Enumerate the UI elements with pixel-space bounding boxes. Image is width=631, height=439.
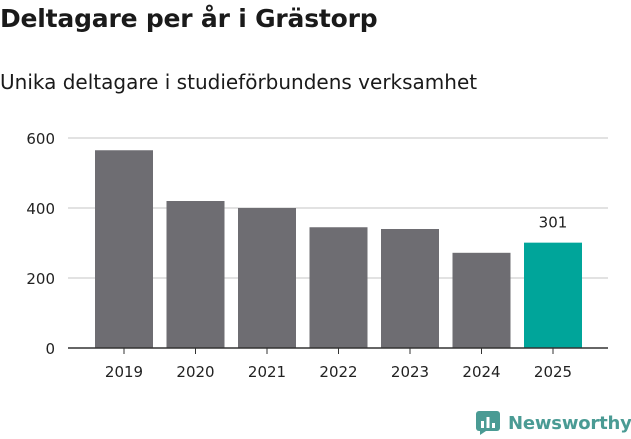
bar-2021	[238, 208, 296, 348]
x-tick-label: 2023	[391, 363, 429, 381]
chart-subtitle: Unika deltagare i studieförbundens verks…	[0, 70, 478, 94]
x-tick-label: 2025	[534, 363, 572, 381]
brand-name: Newsworthy	[508, 412, 631, 434]
y-tick-label: 400	[26, 200, 55, 218]
y-tick-label: 0	[45, 340, 55, 358]
bar-2025	[524, 242, 582, 348]
newsworthy-brand: Newsworthy	[476, 408, 631, 438]
x-axis-ticks: 2019 2020 2021 2022 2023 2024 2025	[105, 363, 572, 381]
bar-2019	[95, 150, 153, 348]
bars	[95, 150, 582, 348]
bar-2024	[452, 252, 511, 348]
x-tick-label: 2020	[176, 363, 214, 381]
y-tick-label: 200	[26, 270, 55, 288]
x-tick-label: 2021	[248, 363, 286, 381]
x-tick-label: 2019	[105, 363, 143, 381]
bar-2022	[309, 227, 368, 348]
data-label-2025: 301	[539, 214, 568, 232]
x-tick-label: 2022	[319, 363, 357, 381]
bar-2023	[381, 229, 439, 348]
x-tick-label: 2024	[462, 363, 500, 381]
chart-title: Deltagare per år i Grästorp	[0, 4, 378, 33]
x-axis	[68, 347, 608, 354]
data-labels: 301	[539, 214, 568, 232]
y-axis-ticks: 0 200 400 600	[26, 130, 55, 358]
newsworthy-logo-icon	[476, 411, 500, 435]
bar-2020	[166, 201, 225, 348]
y-tick-label: 600	[26, 130, 55, 148]
